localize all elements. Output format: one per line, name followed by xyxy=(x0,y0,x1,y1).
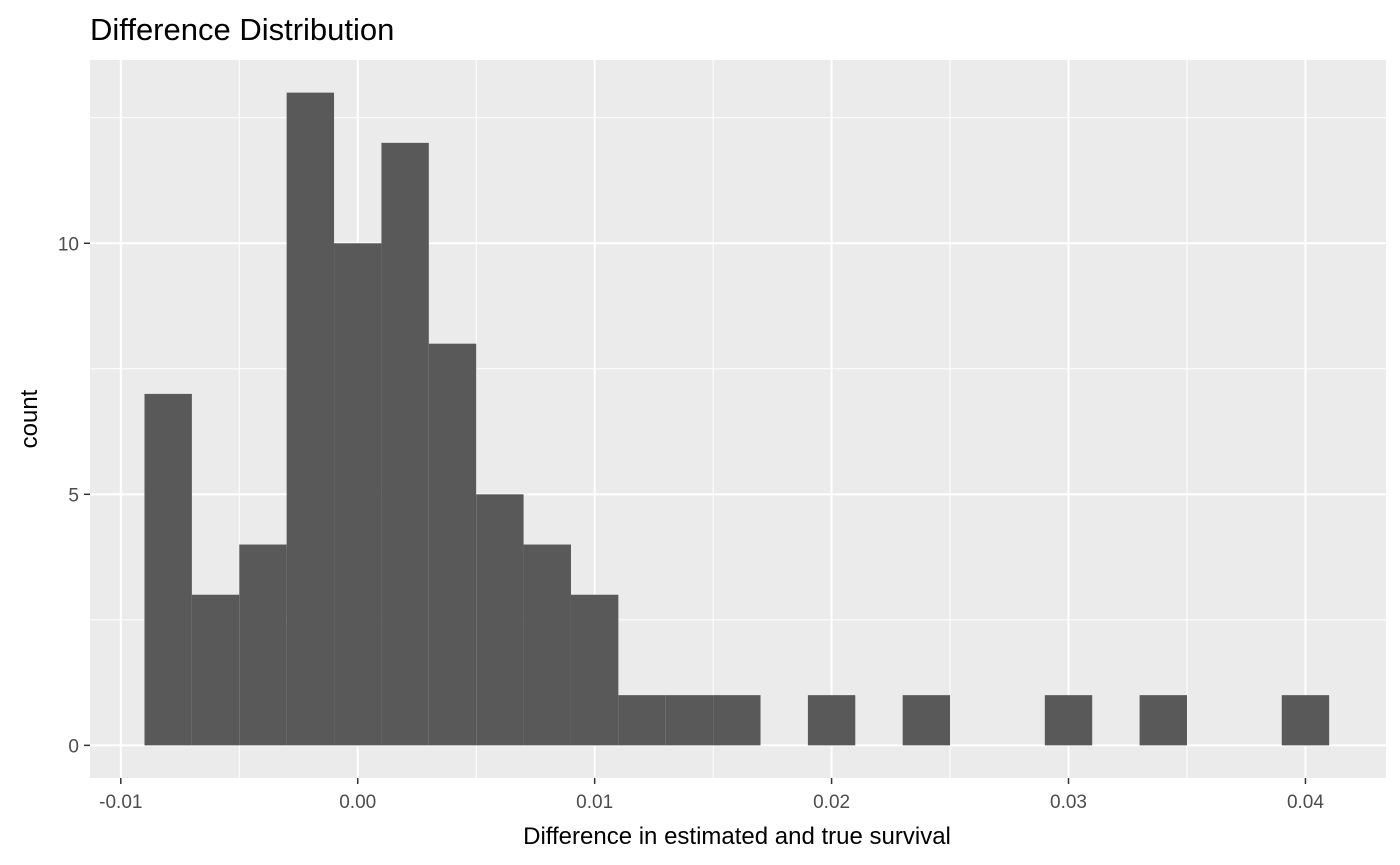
histogram-bar xyxy=(523,544,571,746)
x-axis-title: Difference in estimated and true surviva… xyxy=(523,823,951,850)
histogram-bar xyxy=(1281,695,1330,746)
y-tick-label: 10 xyxy=(58,234,79,255)
histogram-bar xyxy=(476,494,524,746)
histogram-bar xyxy=(1139,695,1187,746)
histogram-bar xyxy=(381,142,429,746)
x-axis: -0.01 0.00 0.01 0.02 0.03 0.04 xyxy=(99,778,1324,813)
x-tick-label: -0.01 xyxy=(99,792,142,813)
y-tick-label: 0 xyxy=(68,736,79,757)
histogram-bar xyxy=(713,695,761,746)
histogram-bar xyxy=(191,594,240,746)
chart-title: Difference Distribution xyxy=(90,12,394,47)
histogram-bar xyxy=(286,92,335,746)
y-axis: 0 5 10 xyxy=(58,234,90,757)
histogram-bar xyxy=(902,695,951,746)
histogram-bar xyxy=(428,343,477,746)
x-tick-label: 0.04 xyxy=(1287,792,1324,813)
histogram-bar xyxy=(665,695,714,746)
histogram-bar xyxy=(334,243,382,746)
histogram-bar xyxy=(807,695,856,746)
histogram-bar xyxy=(239,544,287,746)
x-tick-label: 0.01 xyxy=(576,792,613,813)
x-tick-label: 0.03 xyxy=(1050,792,1087,813)
x-tick-label: 0.02 xyxy=(813,792,850,813)
histogram-bar xyxy=(1044,695,1093,746)
y-axis-title: count xyxy=(16,389,43,448)
histogram-bars xyxy=(144,92,1330,746)
histogram-bar xyxy=(618,695,666,746)
histogram-bar xyxy=(144,393,192,746)
x-tick-label: 0.00 xyxy=(339,792,376,813)
histogram-bar xyxy=(570,594,619,746)
y-tick-label: 5 xyxy=(68,485,79,506)
